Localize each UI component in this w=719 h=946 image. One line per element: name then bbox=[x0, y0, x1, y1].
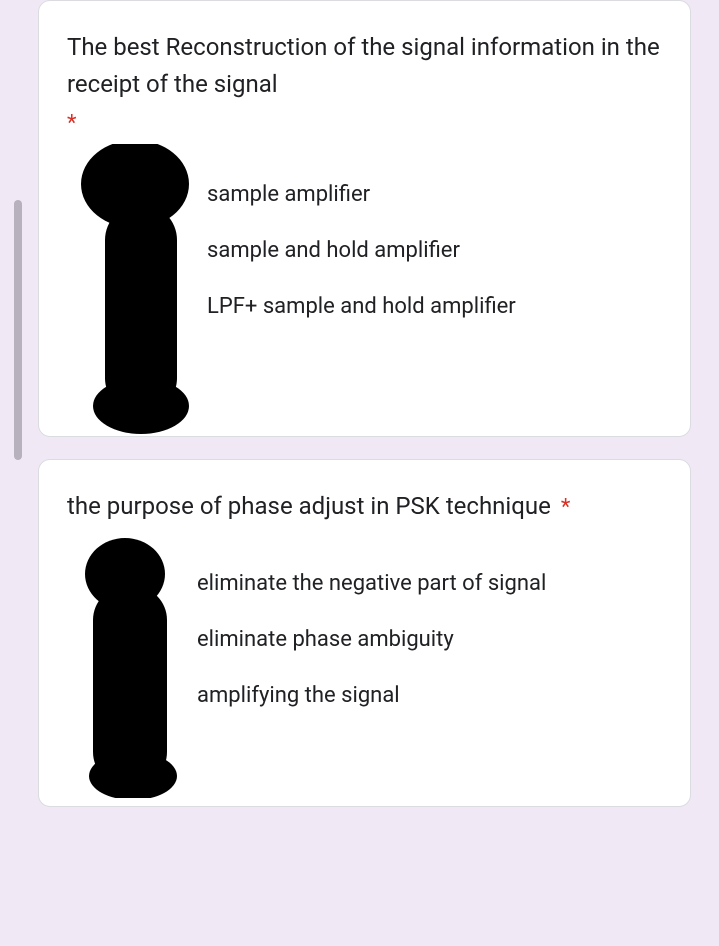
options-group-2: eliminate the negative part of signal el… bbox=[67, 556, 662, 776]
question-card-1: The best Reconstruction of the signal in… bbox=[38, 0, 691, 437]
form-page: The best Reconstruction of the signal in… bbox=[0, 0, 719, 946]
question-title: the purpose of phase adjust in PSK techn… bbox=[67, 488, 662, 525]
options-group-1: sample amplifier sample and hold amplifi… bbox=[67, 166, 662, 406]
required-marker: * bbox=[67, 111, 662, 136]
option-label: sample and hold amplifier bbox=[207, 238, 460, 263]
radio-option[interactable]: eliminate the negative part of signal bbox=[67, 556, 662, 612]
radio-option[interactable]: LPF+ sample and hold amplifier bbox=[67, 278, 662, 334]
question-title-text: The best Reconstruction of the signal in… bbox=[67, 33, 660, 98]
option-label: eliminate phase ambiguity bbox=[197, 627, 454, 652]
radio-option[interactable]: sample and hold amplifier bbox=[67, 222, 662, 278]
option-label: eliminate the negative part of signal bbox=[197, 571, 546, 596]
option-label: sample amplifier bbox=[207, 182, 370, 207]
radio-option[interactable]: amplifying the signal bbox=[67, 668, 662, 724]
option-label: amplifying the signal bbox=[197, 683, 400, 708]
scroll-indicator bbox=[14, 200, 22, 460]
question-card-2: the purpose of phase adjust in PSK techn… bbox=[38, 459, 691, 806]
question-title: The best Reconstruction of the signal in… bbox=[67, 29, 662, 105]
radio-option[interactable]: eliminate phase ambiguity bbox=[67, 612, 662, 668]
radio-option[interactable]: sample amplifier bbox=[67, 166, 662, 222]
question-title-text: the purpose of phase adjust in PSK techn… bbox=[67, 492, 551, 520]
required-marker: * bbox=[561, 495, 570, 520]
option-label: LPF+ sample and hold amplifier bbox=[207, 294, 516, 319]
